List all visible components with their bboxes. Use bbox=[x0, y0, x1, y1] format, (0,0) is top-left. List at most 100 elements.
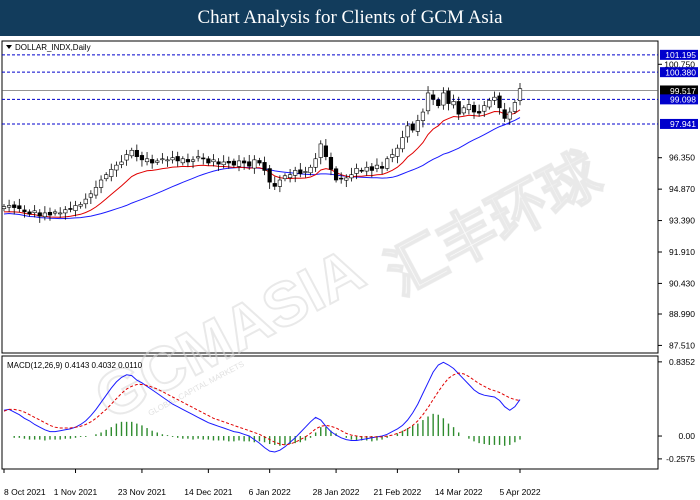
candle-body-down bbox=[471, 104, 477, 113]
candle bbox=[236, 155, 242, 172]
candle-body-down bbox=[12, 204, 17, 208]
signal-line bbox=[3, 372, 521, 446]
candle bbox=[47, 207, 53, 221]
candle-body-up bbox=[313, 158, 318, 168]
candle-body-up bbox=[492, 96, 497, 101]
candle bbox=[262, 156, 267, 176]
candle-body-down bbox=[436, 99, 441, 106]
candle-body-down bbox=[150, 159, 155, 164]
candle-body-up bbox=[512, 102, 517, 112]
macd-tick-label: 0.8352 bbox=[669, 357, 695, 367]
candle-body-up bbox=[93, 187, 99, 196]
candle-body-down bbox=[185, 159, 191, 163]
candle-body-up bbox=[287, 174, 293, 178]
candle-body-up bbox=[63, 209, 68, 214]
time-tick-label: 28 Jan 2022 bbox=[313, 487, 360, 497]
candle bbox=[482, 101, 487, 117]
candle-body-down bbox=[272, 183, 277, 187]
candle-body-down bbox=[339, 177, 344, 180]
macd-line bbox=[3, 361, 521, 453]
candle-body-down bbox=[216, 161, 221, 165]
candle bbox=[88, 190, 93, 205]
candle-body-up bbox=[32, 210, 37, 214]
candle-body-up bbox=[364, 166, 369, 172]
candle-body-down bbox=[201, 157, 206, 160]
candle bbox=[78, 201, 83, 209]
candle-body-up bbox=[308, 166, 313, 174]
candle-body-up bbox=[114, 164, 119, 171]
candle bbox=[359, 167, 364, 174]
candle-body-up bbox=[487, 100, 492, 108]
candle bbox=[410, 121, 415, 133]
candle-body-down bbox=[27, 211, 32, 215]
macd-axis: 0.8352 0.00 -0.2575 bbox=[658, 357, 695, 464]
candle-body-up bbox=[441, 92, 446, 106]
price-tick-label: 100.750 bbox=[664, 59, 695, 69]
candle-body-up bbox=[119, 161, 124, 165]
candle-body-up bbox=[78, 204, 83, 207]
candle bbox=[323, 139, 328, 161]
time-tick-label: 6 Jan 2022 bbox=[249, 487, 291, 497]
candle bbox=[333, 166, 339, 183]
candle bbox=[98, 175, 104, 194]
time-tick-label: 14 Dec 2021 bbox=[184, 487, 232, 497]
ma-fast-line bbox=[3, 109, 521, 218]
candle bbox=[436, 97, 441, 109]
candle-body-down bbox=[242, 160, 247, 164]
price-tick-label: 96.350 bbox=[669, 153, 695, 163]
candle bbox=[247, 154, 252, 170]
candle bbox=[374, 158, 380, 173]
candle-body-up bbox=[252, 159, 257, 169]
macd-indicator bbox=[3, 361, 521, 453]
candle-body-down bbox=[226, 161, 231, 164]
candle bbox=[73, 200, 78, 217]
candle-body-down bbox=[369, 166, 374, 171]
candle bbox=[252, 155, 257, 174]
candle-body-up bbox=[73, 205, 78, 211]
candle-body-up bbox=[109, 169, 114, 177]
candle-body-up bbox=[425, 92, 431, 112]
candle bbox=[451, 94, 456, 109]
candle-body-up bbox=[236, 160, 242, 167]
level-tag-label: 99.098 bbox=[670, 95, 696, 105]
candle bbox=[58, 207, 63, 218]
time-tick-label: 21 Feb 2022 bbox=[374, 487, 422, 497]
price-axis: 100.750 96.350 94.870 93.390 91.910 90.430 88.… bbox=[658, 49, 698, 350]
candle bbox=[144, 151, 150, 166]
time-axis: 8 Oct 2021 1 Nov 2021 23 Nov 2021 14 Dec 20… bbox=[3, 469, 541, 497]
candle bbox=[497, 92, 502, 115]
price-tick-label: 88.990 bbox=[669, 309, 695, 319]
candle bbox=[17, 198, 22, 213]
candle bbox=[32, 205, 37, 218]
candle-body-up bbox=[303, 171, 308, 173]
candle bbox=[196, 149, 201, 162]
candle-body-down bbox=[231, 160, 237, 166]
candle-body-down bbox=[410, 123, 415, 131]
candle bbox=[385, 156, 390, 171]
candle bbox=[364, 161, 369, 176]
candle bbox=[226, 156, 231, 169]
candle bbox=[150, 154, 155, 169]
candle bbox=[298, 163, 303, 178]
candle-body-down bbox=[262, 162, 267, 171]
candle bbox=[431, 90, 436, 106]
candle-body-up bbox=[385, 158, 390, 169]
macd-tick-label: 0.00 bbox=[678, 431, 695, 441]
candle bbox=[487, 97, 492, 110]
candle bbox=[318, 140, 323, 165]
level-tag-label: 97.941 bbox=[670, 119, 696, 129]
candle bbox=[170, 150, 175, 164]
candle bbox=[190, 156, 196, 169]
candle-body-down bbox=[328, 156, 334, 170]
candle-body-down bbox=[267, 168, 272, 183]
candle bbox=[277, 175, 282, 193]
candle bbox=[328, 152, 334, 176]
candle-body-up bbox=[165, 159, 170, 162]
candle-body-down bbox=[134, 149, 139, 157]
level-tag bbox=[660, 94, 698, 105]
candle bbox=[287, 168, 293, 183]
candle bbox=[1, 204, 7, 212]
candle-body-up bbox=[344, 177, 349, 181]
candle-body-up bbox=[190, 159, 196, 162]
candle-body-up bbox=[124, 154, 129, 161]
